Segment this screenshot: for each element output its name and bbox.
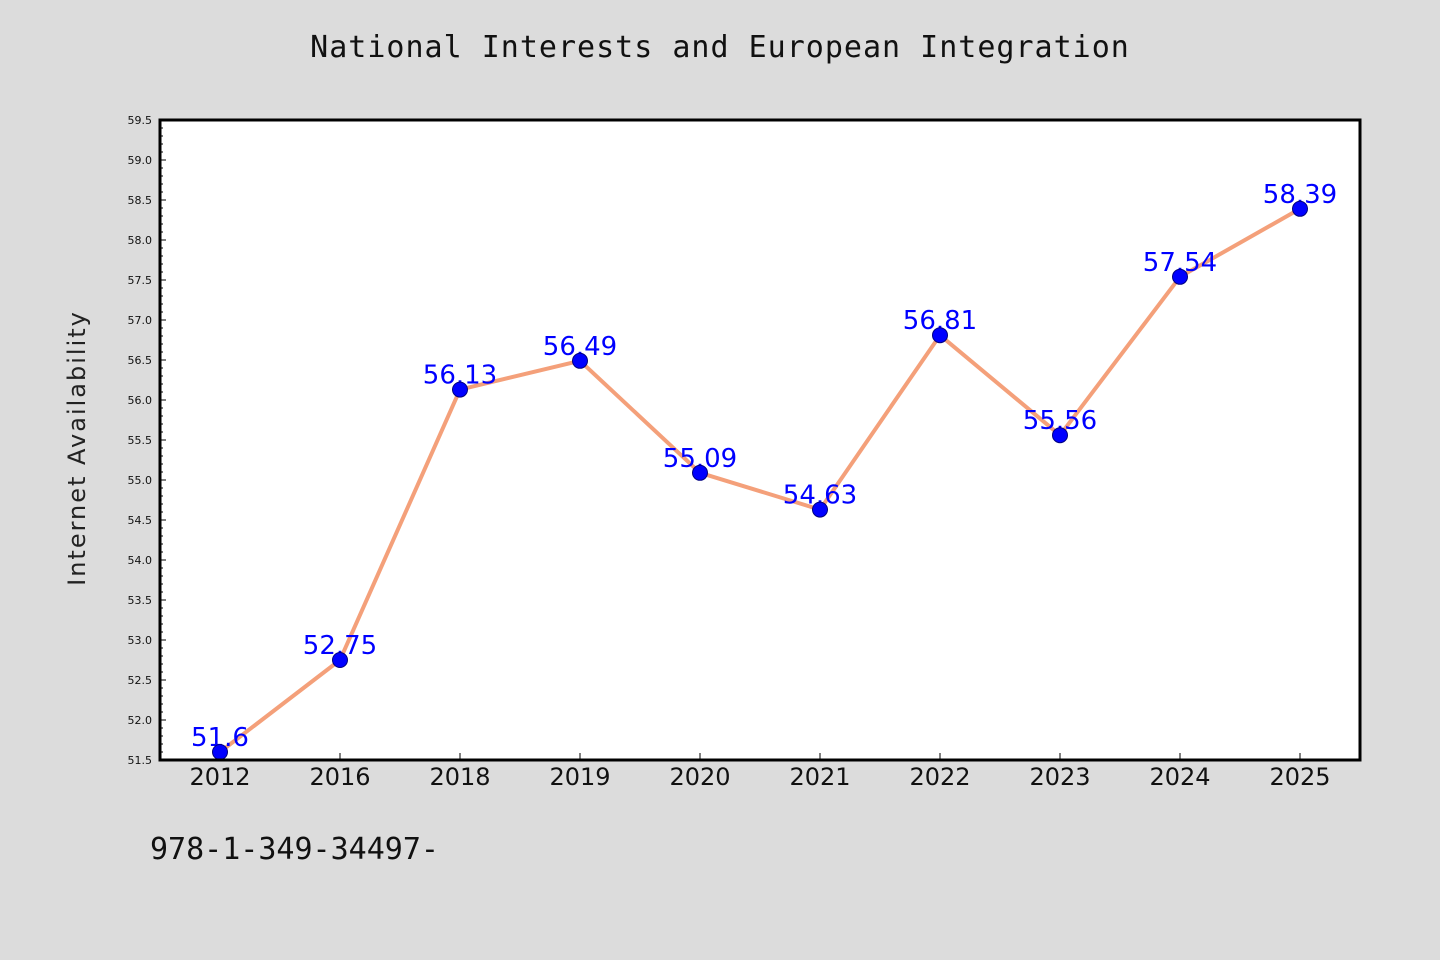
y-tick-label: 57.0: [128, 314, 153, 327]
y-tick-label: 51.5: [128, 754, 153, 767]
data-point: [812, 501, 828, 518]
x-tick-label: 2024: [1149, 763, 1210, 791]
y-tick-label: 59.0: [128, 154, 153, 167]
y-tick-label: 53.0: [128, 634, 153, 647]
y-tick-label: 58.0: [128, 234, 153, 247]
y-tick-label: 55.5: [128, 434, 153, 447]
x-tick-label: 2012: [189, 763, 250, 791]
chart-title: National Interests and European Integrat…: [310, 30, 1130, 65]
x-tick-label: 2022: [909, 763, 970, 791]
y-tick-label: 53.5: [128, 594, 153, 607]
data-point: [1172, 268, 1188, 285]
data-point: [212, 744, 228, 760]
x-tick-label: 2021: [789, 763, 850, 791]
x-tick-label: 2023: [1029, 763, 1090, 791]
y-tick-label: 56.5: [128, 354, 153, 367]
x-tick-label: 2019: [549, 763, 610, 791]
data-point: [1052, 427, 1068, 444]
data-point: [692, 464, 708, 481]
x-tick-label: 2016: [309, 763, 370, 791]
y-tick-label: 55.0: [128, 474, 153, 487]
y-tick-label: 54.0: [128, 554, 153, 567]
y-tick-label: 57.5: [128, 274, 153, 287]
y-tick-label: 59.5: [128, 114, 153, 127]
data-point: [932, 327, 948, 344]
y-tick-label: 54.5: [128, 514, 153, 527]
data-point: [572, 352, 588, 369]
x-tick-label: 2025: [1269, 763, 1330, 791]
plot-background: [160, 120, 1360, 760]
data-point: [1292, 200, 1308, 217]
y-tick-label: 56.0: [128, 394, 153, 407]
plot-frame: [158, 118, 1362, 762]
data-point: [332, 652, 348, 668]
x-tick-label: 2020: [669, 763, 730, 791]
y-tick-label: 58.5: [128, 194, 153, 207]
y-tick-label: 52.5: [128, 674, 153, 687]
footer-note: 978-1-349-34497-: [150, 832, 439, 867]
series-line: [218, 207, 1301, 754]
x-tick-label: 2018: [429, 763, 490, 791]
y-tick-label: 52.0: [128, 714, 153, 727]
data-point: [452, 381, 468, 398]
